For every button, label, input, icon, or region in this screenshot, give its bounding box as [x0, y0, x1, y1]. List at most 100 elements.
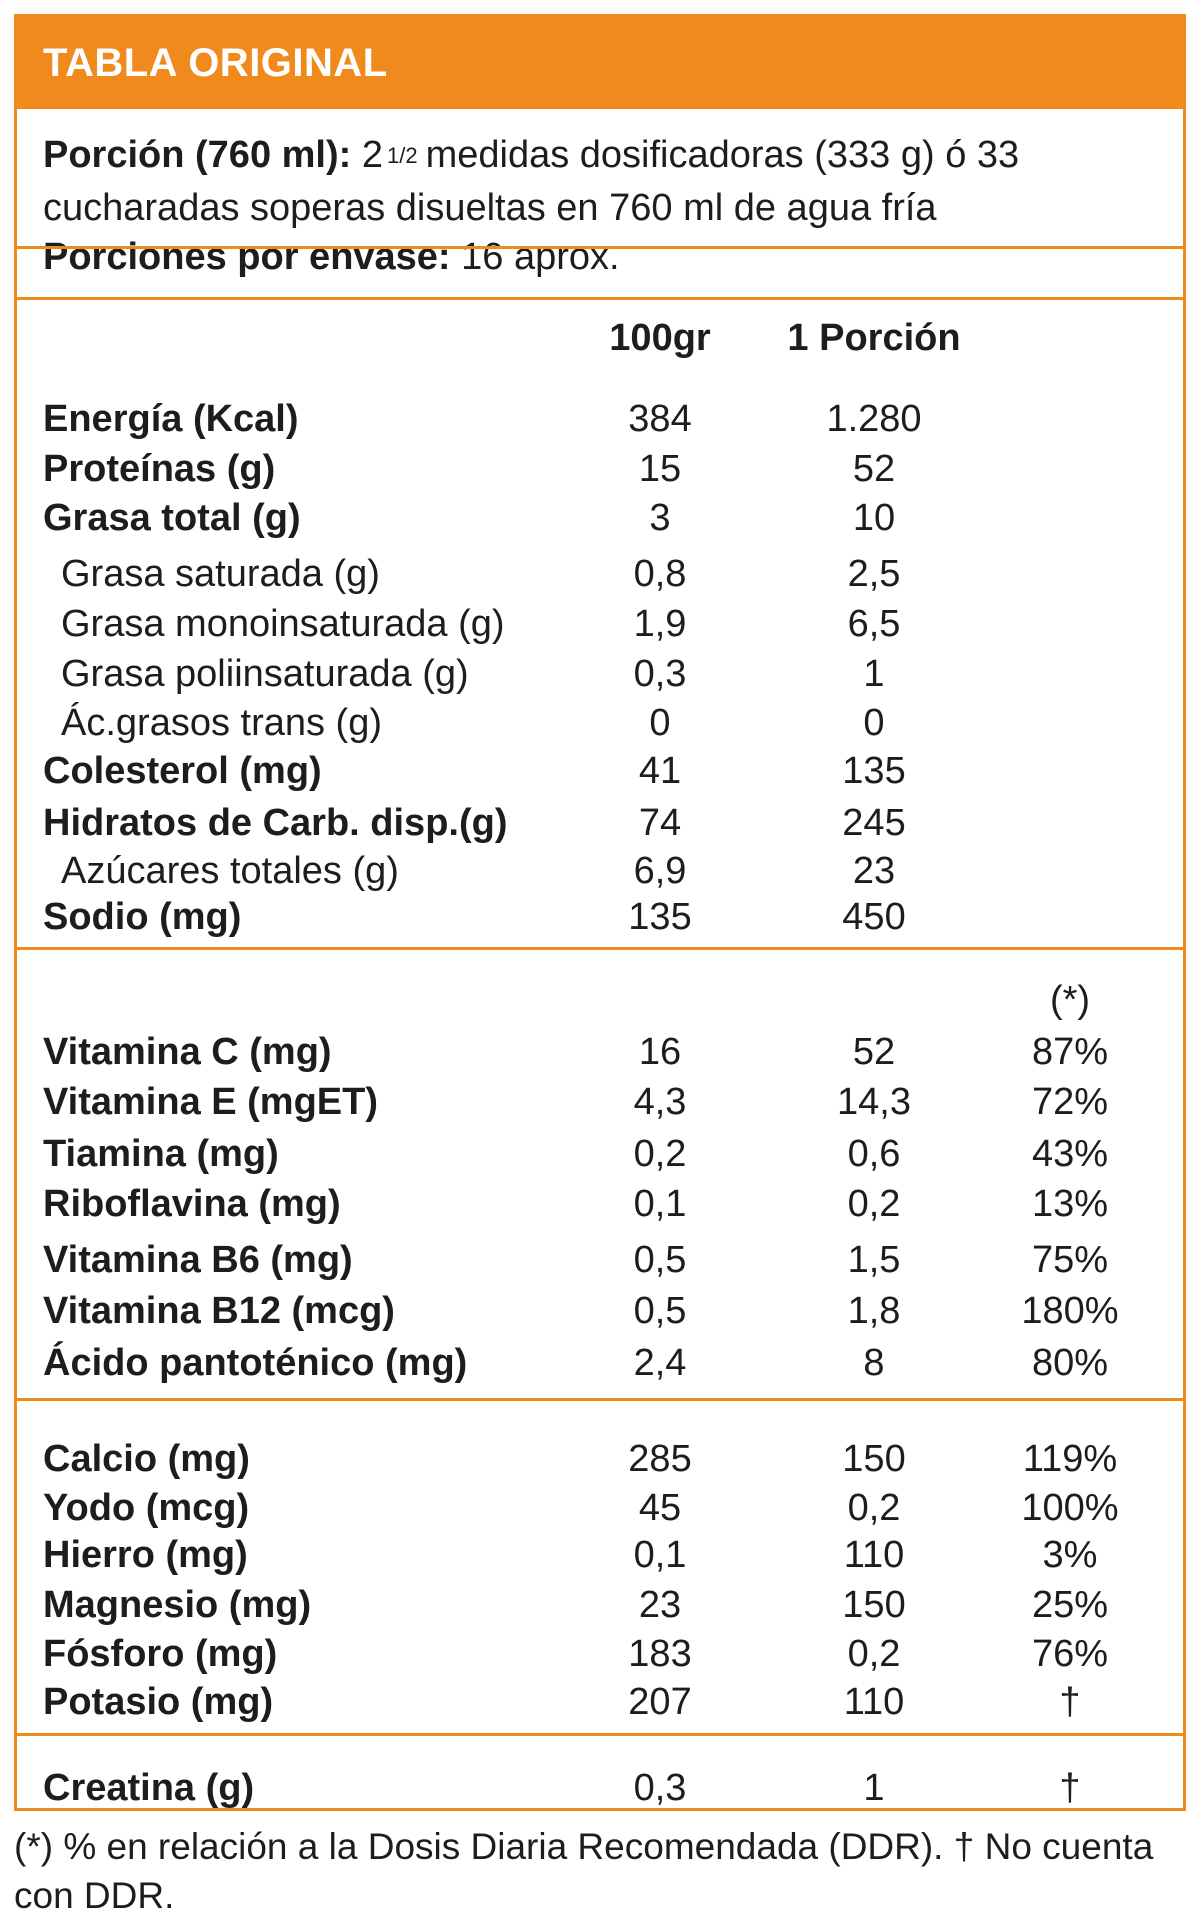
- value-per-100gr: 23: [638, 1584, 682, 1626]
- value-per-100gr: 0,8: [633, 553, 687, 595]
- value-ddr-percent: 180%: [1021, 1290, 1119, 1332]
- nutrient-label: Magnesio (mg): [43, 1584, 312, 1626]
- value-per-100gr: 183: [628, 1633, 692, 1675]
- table-row: Vitamina E (mgET) 4,3 14,3 72%: [17, 1081, 1183, 1127]
- nutrient-label: Hidratos de Carb. disp.(g): [43, 802, 508, 844]
- nutrient-label: Calcio (mg): [43, 1438, 250, 1480]
- table-row: Magnesio (mg) 23 150 25%: [17, 1584, 1183, 1630]
- nutrient-label: Sodio (mg): [43, 896, 242, 938]
- table-row: Grasa monoinsaturada (g) 1,9 6,5: [17, 603, 1183, 649]
- value-per-100gr: 0,2: [633, 1133, 687, 1175]
- nutrient-label: Potasio (mg): [43, 1681, 274, 1723]
- divider: [17, 1398, 1183, 1401]
- value-ddr-percent: 43%: [1031, 1133, 1109, 1175]
- table-row: Potasio (mg) 207 110 †: [17, 1681, 1183, 1727]
- value-per-100gr: 6,9: [633, 850, 687, 892]
- value-per-portion: 23: [852, 850, 896, 892]
- table-row: Riboflavina (mg) 0,1 0,2 13%: [17, 1183, 1183, 1229]
- value-per-portion: 1,5: [847, 1239, 901, 1281]
- table-row: Tiamina (mg) 0,2 0,6 43%: [17, 1133, 1183, 1179]
- table-row: Grasa total (g) 3 10: [17, 497, 1183, 543]
- servings-value: 16 aprox.: [461, 236, 620, 278]
- divider: [17, 246, 1183, 249]
- column-header-100gr: 100gr: [609, 317, 711, 359]
- value-per-portion: 135: [842, 750, 906, 792]
- table-row: Calcio (mg) 285 150 119%: [17, 1438, 1183, 1484]
- value-per-portion: 110: [843, 1534, 905, 1576]
- nutrient-label: Azúcares totales (g): [61, 850, 399, 892]
- value-ddr-percent: 75%: [1031, 1239, 1109, 1281]
- table-row: Yodo (mcg) 45 0,2 100%: [17, 1487, 1183, 1533]
- footnote: (*) % en relación a la Dosis Diaria Reco…: [14, 1826, 1154, 1916]
- nutrient-label: Grasa saturada (g): [61, 553, 380, 595]
- value-per-portion: 6,5: [847, 603, 901, 645]
- nutrient-label: Grasa monoinsaturada (g): [61, 603, 505, 645]
- table-row: Grasa saturada (g) 0,8 2,5: [17, 553, 1183, 599]
- table-header: TABLA ORIGINAL: [17, 17, 1183, 109]
- value-ddr-percent: 72%: [1031, 1081, 1109, 1123]
- table-row: Sodio (mg) 135 450: [17, 896, 1183, 942]
- table-row: Fósforo (mg) 183 0,2 76%: [17, 1633, 1183, 1679]
- nutrient-label: Riboflavina (mg): [43, 1183, 341, 1225]
- table-row: Vitamina C (mg) 16 52 87%: [17, 1031, 1183, 1077]
- value-per-100gr: 0: [649, 702, 671, 744]
- table-row: Proteínas (g) 15 52: [17, 448, 1183, 494]
- table-row: Ác.grasos trans (g) 0 0: [17, 702, 1183, 748]
- value-ddr-percent: †: [1059, 1767, 1081, 1809]
- nutrient-label: Proteínas (g): [43, 448, 276, 490]
- value-ddr-percent: 76%: [1031, 1633, 1109, 1675]
- divider: [17, 297, 1183, 300]
- value-per-100gr: 41: [638, 750, 682, 792]
- value-per-100gr: 207: [628, 1681, 692, 1723]
- value-per-portion: 0,2: [847, 1487, 901, 1529]
- nutrient-label: Creatina (g): [43, 1767, 255, 1809]
- nutrient-label: Hierro (mg): [43, 1534, 248, 1576]
- value-per-portion: 0: [863, 702, 885, 744]
- nutrient-label: Vitamina E (mgET): [43, 1081, 379, 1123]
- divider: [17, 947, 1183, 950]
- table-title: TABLA ORIGINAL: [43, 41, 388, 85]
- table-row: Grasa poliinsaturada (g) 0,3 1: [17, 653, 1183, 699]
- value-ddr-percent: 87%: [1031, 1031, 1109, 1073]
- nutrient-label: Vitamina C (mg): [43, 1031, 332, 1073]
- value-per-portion: 10: [852, 497, 896, 539]
- table-row: Colesterol (mg) 41 135: [17, 750, 1183, 796]
- table-row: Azúcares totales (g) 6,9 23: [17, 850, 1183, 896]
- value-per-portion: 450: [842, 896, 906, 938]
- value-per-100gr: 0,3: [633, 1767, 687, 1809]
- nutrient-label: Vitamina B6 (mg): [43, 1239, 353, 1281]
- portion-info: Porción (760 ml): 2 1/2 medidas dosificado…: [43, 131, 1163, 282]
- value-per-portion: 1,8: [847, 1290, 901, 1332]
- value-per-portion: 245: [842, 802, 906, 844]
- nutrient-label: Ác.grasos trans (g): [61, 702, 382, 744]
- nutrient-label: Yodo (mcg): [43, 1487, 250, 1529]
- value-per-portion: 150: [842, 1584, 906, 1626]
- portion-fraction: 1/2: [387, 143, 418, 168]
- value-per-portion: 52: [852, 448, 896, 490]
- nutrient-label: Tiamina (mg): [43, 1133, 279, 1175]
- value-per-100gr: 384: [628, 398, 692, 440]
- ddr-note: (*): [1049, 979, 1091, 1021]
- nutrition-table: TABLA ORIGINAL Porción (760 ml): 2 1/2 med…: [14, 14, 1186, 1811]
- column-header-portion: 1 Porción: [787, 317, 961, 359]
- table-row: Hierro (mg) 0,1 110 3%: [17, 1534, 1183, 1580]
- portion-number: 2: [361, 134, 383, 176]
- value-per-100gr: 1,9: [633, 603, 687, 645]
- value-per-portion: 150: [842, 1438, 906, 1480]
- value-ddr-percent: 25%: [1031, 1584, 1109, 1626]
- value-per-100gr: 16: [638, 1031, 682, 1073]
- value-per-portion: 2,5: [847, 553, 901, 595]
- servings-label: Porciones por envase:: [43, 236, 451, 278]
- nutrient-label: Grasa poliinsaturada (g): [61, 653, 469, 695]
- value-per-100gr: 45: [638, 1487, 682, 1529]
- value-per-100gr: 3: [649, 497, 671, 539]
- value-per-portion: 110: [843, 1681, 905, 1723]
- value-per-100gr: 0,5: [633, 1239, 687, 1281]
- value-per-100gr: 0,1: [633, 1534, 687, 1576]
- value-per-portion: 0,2: [847, 1183, 901, 1225]
- table-row: Creatina (g) 0,3 1 †: [17, 1767, 1183, 1813]
- value-ddr-percent: †: [1059, 1681, 1081, 1723]
- value-per-100gr: 4,3: [633, 1081, 687, 1123]
- value-per-portion: 0,2: [847, 1633, 901, 1675]
- table-row: Hidratos de Carb. disp.(g) 74 245: [17, 802, 1183, 848]
